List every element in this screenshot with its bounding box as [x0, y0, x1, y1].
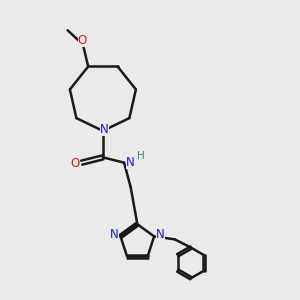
Text: N: N [156, 228, 165, 242]
Text: O: O [70, 157, 80, 170]
Text: N: N [110, 228, 118, 242]
Text: N: N [100, 123, 109, 136]
Text: H: H [137, 151, 145, 161]
Text: N: N [126, 156, 135, 169]
Text: O: O [78, 34, 87, 47]
